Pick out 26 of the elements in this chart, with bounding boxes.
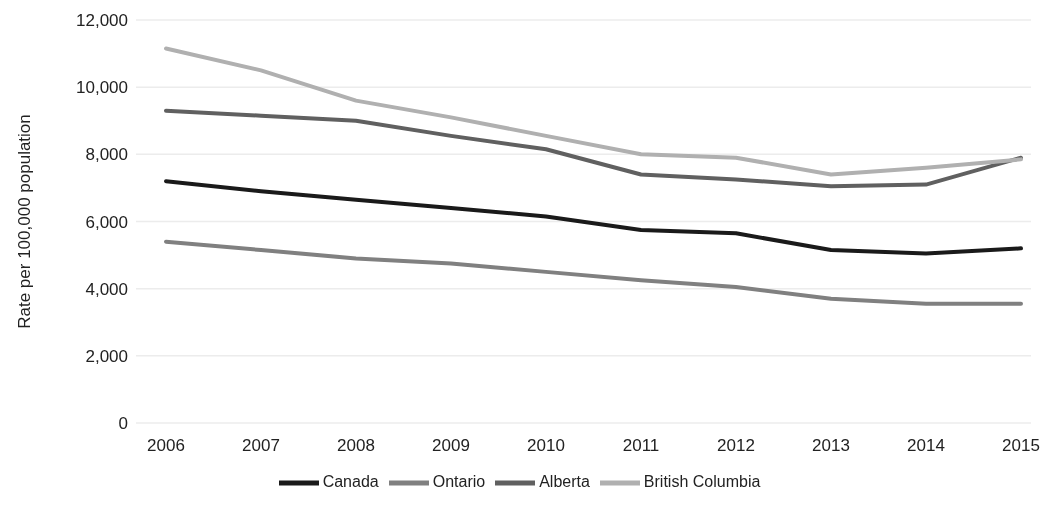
- x-tick-label: 2006: [147, 436, 185, 456]
- y-tick-label: 4,000: [85, 279, 128, 299]
- x-tick-label: 2015: [1002, 436, 1040, 456]
- y-tick-label: 10,000: [76, 78, 128, 98]
- legend-label: Canada: [322, 473, 379, 491]
- x-tick-label: 2009: [432, 436, 470, 456]
- line-series: [164, 108, 1023, 189]
- x-tick-label: 2014: [907, 436, 945, 456]
- x-tick-label: 2012: [717, 436, 755, 456]
- y-tick-label: 0: [118, 414, 128, 434]
- x-tick-label: 2008: [337, 436, 375, 456]
- line-series: [164, 179, 1023, 256]
- x-tick-label: 2007: [242, 436, 280, 456]
- x-tick-label: 2013: [812, 436, 850, 456]
- legend-label: British Columbia: [643, 473, 761, 491]
- y-tick-label: 2,000: [85, 346, 128, 366]
- x-tick-label: 2011: [622, 436, 660, 456]
- y-axis-title: Rate per 100,000 population: [15, 114, 35, 329]
- line-series: [164, 239, 1023, 306]
- x-tick-label: 2010: [527, 436, 565, 456]
- line-series: [164, 46, 1023, 177]
- y-tick-label: 12,000: [76, 11, 128, 31]
- legend-label: Alberta: [539, 473, 590, 491]
- legend-label: Ontario: [432, 473, 486, 491]
- y-tick-label: 8,000: [85, 145, 128, 165]
- y-tick-label: 6,000: [85, 212, 128, 232]
